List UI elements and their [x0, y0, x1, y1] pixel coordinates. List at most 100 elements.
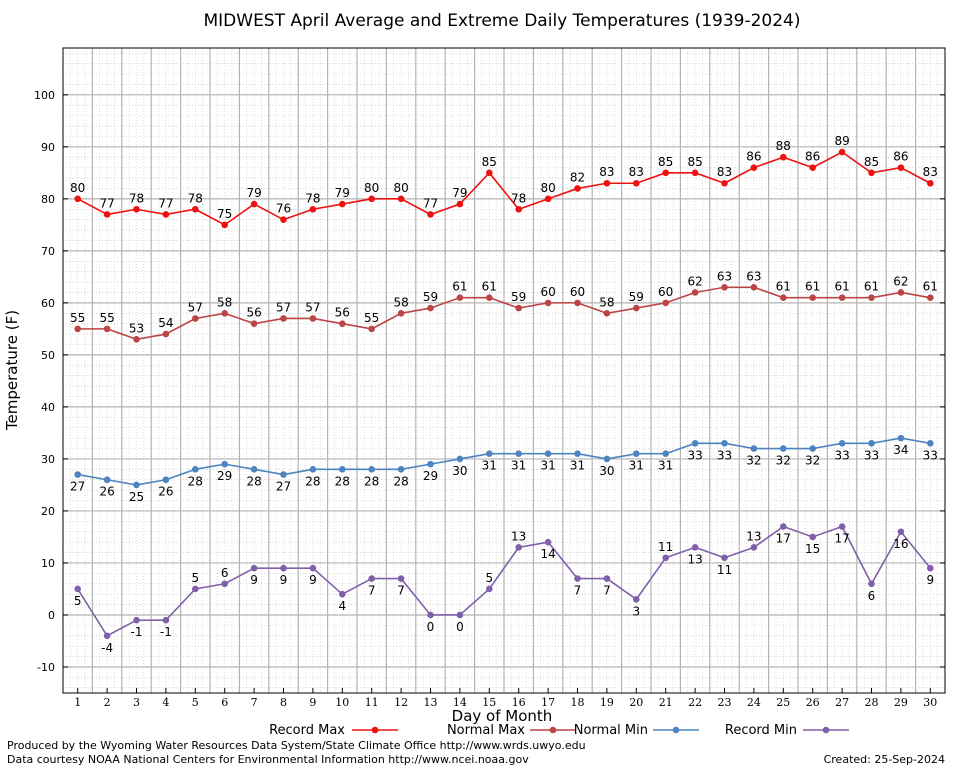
- data-label: 60: [570, 285, 585, 299]
- data-label: 60: [540, 285, 555, 299]
- data-point: [74, 195, 81, 203]
- chart-title: MIDWEST April Average and Extreme Daily …: [203, 11, 800, 31]
- data-label: 54: [158, 316, 173, 330]
- data-label: 83: [629, 165, 644, 179]
- x-tick-label: 26: [806, 696, 820, 709]
- y-tick-label: 30: [41, 453, 55, 466]
- data-label: 83: [923, 165, 938, 179]
- data-label: 63: [746, 269, 761, 283]
- data-label: 78: [129, 191, 144, 205]
- data-label: 79: [335, 186, 350, 200]
- data-label: 58: [599, 295, 614, 309]
- data-label: 0: [456, 620, 464, 634]
- data-point: [250, 466, 258, 473]
- data-label: 55: [364, 311, 379, 325]
- x-tick-label: 7: [251, 696, 258, 709]
- x-tick-label: 12: [394, 696, 408, 709]
- x-tick-label: 23: [718, 696, 732, 709]
- data-label: 57: [188, 300, 203, 314]
- data-point: [515, 304, 522, 312]
- legend-marker: [822, 726, 830, 734]
- y-axis-label: Temperature (F): [3, 310, 21, 431]
- data-point: [691, 169, 699, 177]
- data-point: [544, 538, 552, 546]
- data-label: 33: [687, 448, 702, 462]
- x-tick-label: 22: [688, 696, 702, 709]
- x-tick-label: 13: [424, 696, 438, 709]
- legend-marker: [672, 726, 680, 734]
- data-point: [427, 460, 434, 468]
- data-label: 57: [305, 300, 320, 314]
- data-label: 31: [658, 459, 673, 473]
- data-label: 27: [70, 480, 85, 494]
- data-point: [103, 476, 111, 484]
- data-label: 63: [717, 269, 732, 283]
- x-tick-label: 30: [923, 696, 937, 709]
- data-point: [133, 616, 140, 624]
- x-tick-label: 17: [541, 696, 555, 709]
- data-label: 61: [482, 280, 497, 294]
- data-point: [309, 564, 317, 572]
- data-point: [574, 185, 581, 192]
- y-tick-label: 50: [41, 349, 55, 362]
- legend-marker: [371, 726, 379, 734]
- data-label: 80: [70, 181, 85, 195]
- data-point: [133, 335, 140, 343]
- data-point: [456, 455, 464, 463]
- data-point: [868, 294, 875, 301]
- data-label: 11: [658, 540, 673, 554]
- data-point: [544, 195, 552, 203]
- data-point: [339, 466, 346, 473]
- data-point: [397, 195, 405, 203]
- credit-line-1: Produced by the Wyoming Water Resources …: [7, 739, 586, 752]
- data-point: [456, 611, 464, 619]
- data-point: [809, 445, 816, 452]
- data-label: 85: [658, 155, 673, 169]
- data-label: 85: [482, 155, 497, 169]
- data-point: [368, 195, 376, 203]
- data-point: [515, 450, 522, 458]
- legend-label: Record Min: [725, 723, 797, 738]
- data-point: [280, 315, 287, 322]
- x-tick-label: 5: [192, 696, 199, 709]
- data-label: 61: [776, 280, 791, 294]
- data-point: [192, 585, 199, 593]
- data-label: 32: [776, 454, 791, 468]
- data-label: 55: [99, 311, 114, 325]
- x-axis-label: Day of Month: [452, 707, 553, 725]
- data-point: [486, 450, 493, 458]
- y-tick-label: 20: [41, 505, 55, 518]
- y-tick-label: -10: [37, 661, 55, 674]
- data-point: [162, 211, 170, 218]
- data-label: 78: [511, 191, 526, 205]
- data-label: 9: [250, 573, 258, 587]
- data-point: [221, 309, 228, 317]
- data-label: 17: [776, 532, 791, 546]
- data-label: 9: [926, 573, 934, 587]
- data-label: 76: [276, 202, 291, 216]
- data-point: [838, 294, 846, 301]
- data-label: 61: [452, 280, 467, 294]
- y-tick-label: 60: [41, 297, 55, 310]
- data-label: 53: [129, 321, 144, 335]
- data-label: 86: [893, 150, 908, 164]
- x-tick-label: 28: [865, 696, 879, 709]
- data-point: [368, 575, 376, 582]
- data-point: [486, 585, 493, 593]
- data-label: 86: [805, 150, 820, 164]
- data-label: 33: [923, 448, 938, 462]
- data-label: 80: [540, 181, 555, 195]
- x-tick-label: 8: [280, 696, 287, 709]
- data-label: 26: [99, 485, 114, 499]
- data-point: [250, 200, 258, 208]
- data-point: [603, 179, 611, 187]
- data-label: 77: [99, 196, 114, 210]
- data-point: [74, 585, 81, 593]
- data-point: [515, 205, 522, 213]
- x-tick-label: 10: [335, 696, 349, 709]
- data-point: [897, 164, 905, 171]
- data-point: [544, 299, 552, 307]
- data-label: 62: [893, 274, 908, 288]
